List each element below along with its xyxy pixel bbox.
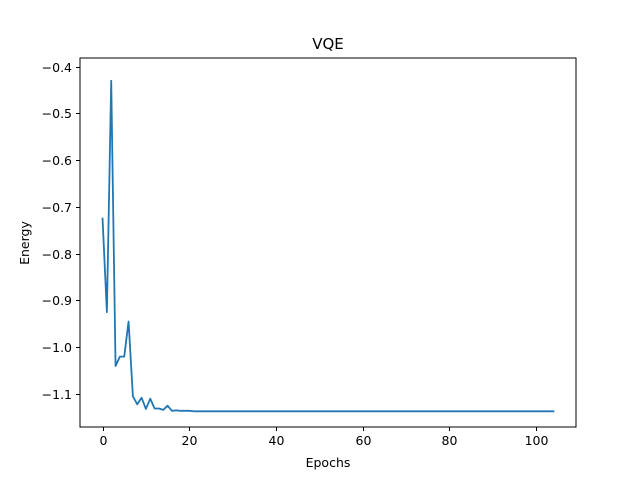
y-tick-label: −0.9	[42, 293, 72, 308]
x-tick-label: 80	[442, 433, 458, 448]
x-axis-ticks: 0 20 40 60 80 100	[100, 427, 549, 448]
x-axis-label: Epochs	[306, 455, 351, 470]
y-tick-label: −0.7	[42, 200, 72, 215]
y-tick-label: −0.5	[42, 106, 72, 121]
axes-layer	[79, 57, 577, 428]
y-tick-label: −1.0	[42, 340, 72, 355]
y-axis-label: Energy	[17, 221, 32, 265]
chart-title: VQE	[312, 35, 344, 53]
x-tick-label: 100	[525, 433, 549, 448]
energy-series-line	[101, 79, 555, 413]
x-tick-label: 60	[356, 433, 372, 448]
x-tick-label: 0	[100, 433, 108, 448]
plot-area-frame	[79, 57, 577, 428]
x-tick-label: 20	[182, 433, 198, 448]
y-tick-label: −1.1	[42, 387, 72, 402]
y-tick-label: −0.4	[42, 60, 72, 75]
x-tick-label: 40	[269, 433, 285, 448]
y-axis-ticks: −1.1 −1.0 −0.9 −0.8 −0.7 −0.6 −0.5 −0.4	[42, 60, 80, 402]
y-tick-label: −0.8	[42, 247, 72, 262]
y-tick-label: −0.6	[42, 153, 72, 168]
series-layer	[101, 79, 555, 413]
